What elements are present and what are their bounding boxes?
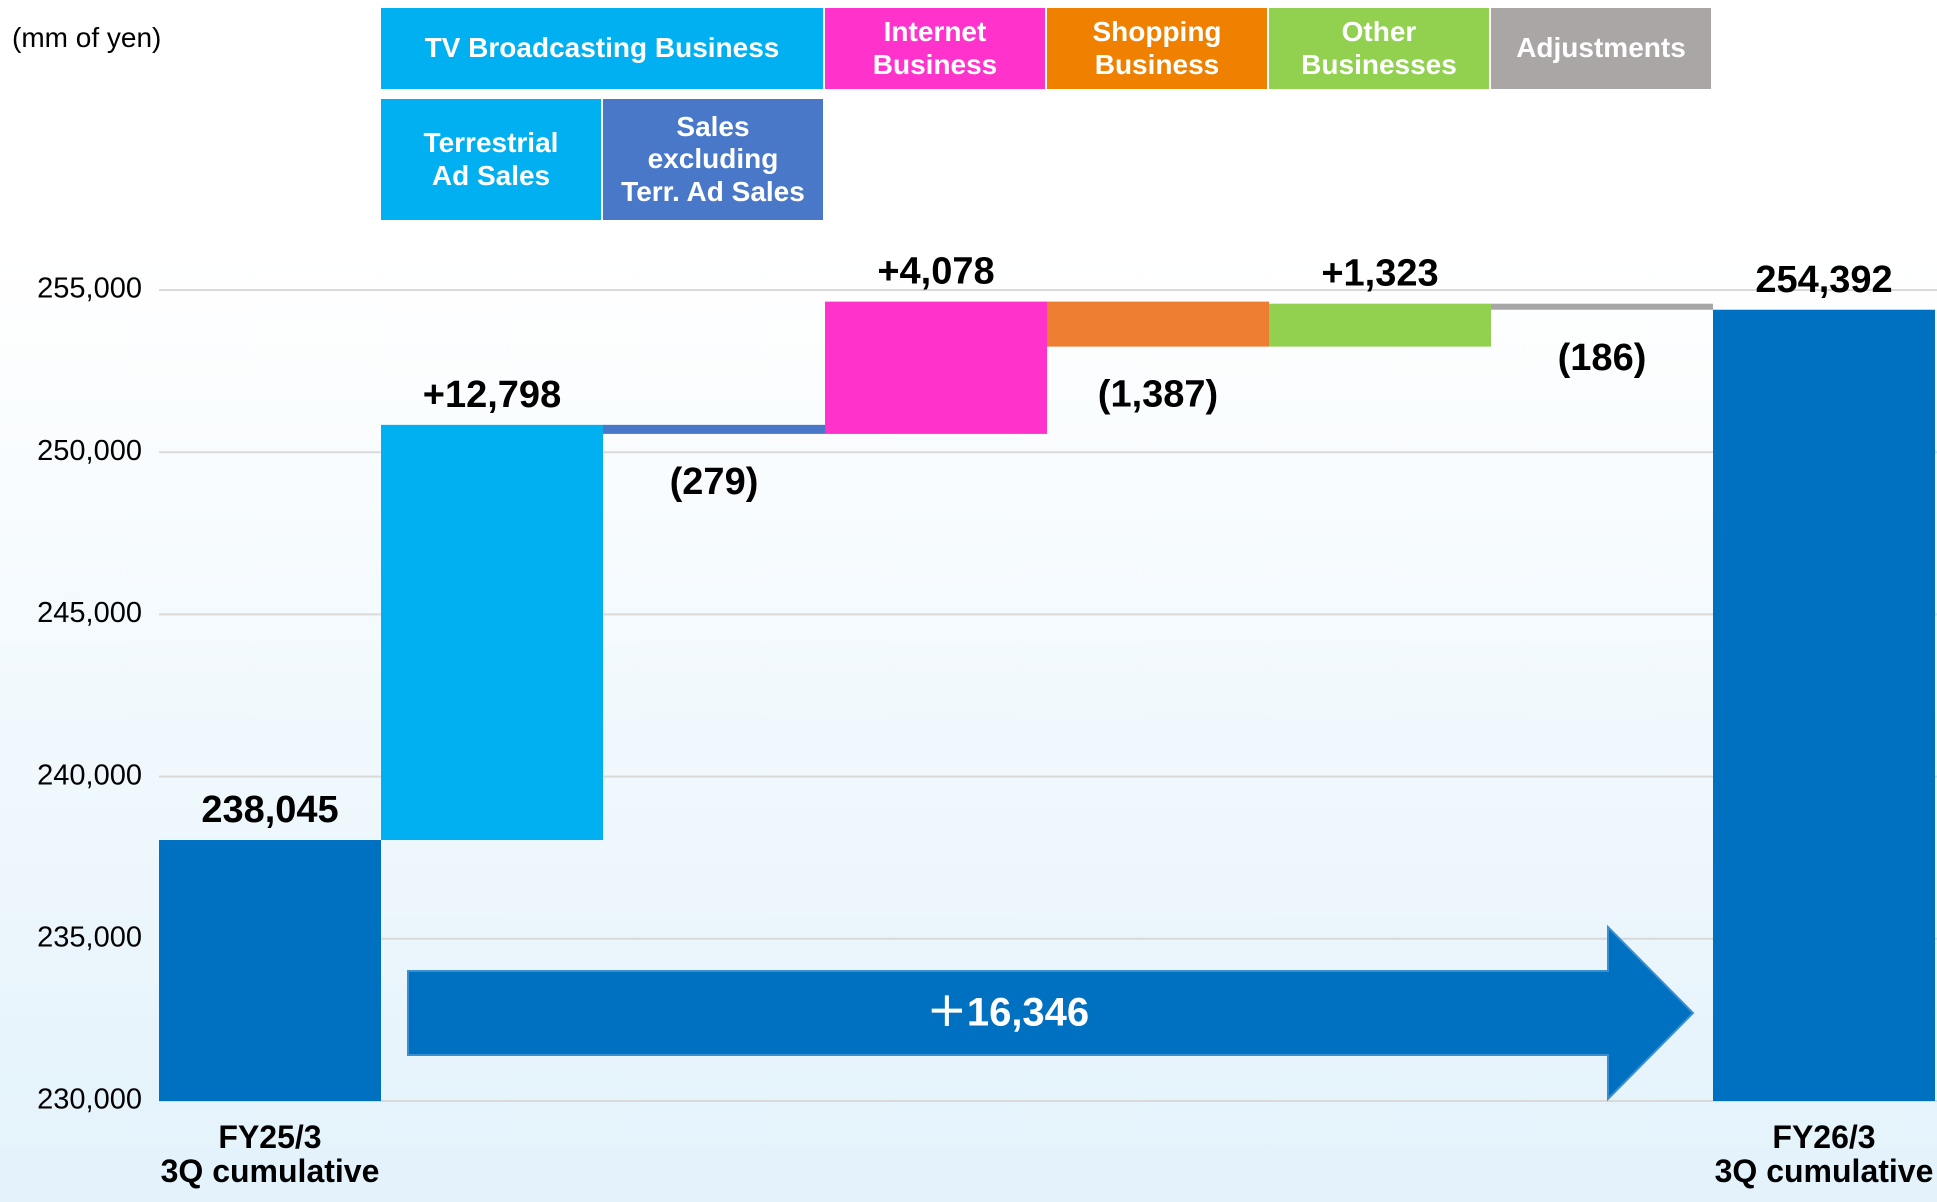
header-box: Sales excluding Terr. Ad Sales [603, 99, 823, 220]
y-tick-label: 245,000 [37, 597, 142, 629]
arrow-label: ＋16,346 [927, 991, 1089, 1035]
unit-label: (mm of yen) [12, 22, 162, 53]
value-label: (186) [1558, 337, 1647, 379]
header-box: Internet Business [825, 8, 1045, 89]
header-box: Adjustments [1491, 8, 1711, 89]
bar [825, 301, 1047, 434]
value-label: +1,323 [1321, 253, 1438, 295]
x-tick-label: FY26/3 3Q cumulative [1714, 1119, 1934, 1189]
total-change-arrow [407, 924, 1695, 1102]
bar [1491, 303, 1713, 310]
value-label: 254,392 [1755, 259, 1892, 301]
header-box: Other Businesses [1269, 8, 1489, 89]
value-label: +12,798 [423, 374, 561, 416]
bar [603, 424, 825, 434]
value-label: (1,387) [1098, 374, 1218, 416]
bar [1713, 309, 1935, 1101]
value-label: (279) [670, 461, 759, 503]
bar [1047, 301, 1269, 347]
value-label: 238,045 [201, 789, 338, 831]
y-tick-label: 240,000 [37, 759, 142, 791]
value-label: +4,078 [877, 251, 994, 293]
header-box: Terrestrial Ad Sales [381, 99, 601, 220]
bar [381, 424, 603, 841]
header-box: Shopping Business [1047, 8, 1267, 89]
header-box: TV Broadcasting Business [381, 8, 823, 89]
x-tick-label: FY25/3 3Q cumulative [160, 1119, 380, 1189]
y-tick-label: 255,000 [37, 273, 142, 305]
bar [1269, 303, 1491, 347]
y-tick-label: 250,000 [37, 435, 142, 467]
bar [159, 840, 381, 1101]
y-tick-label: 230,000 [37, 1084, 142, 1116]
y-tick-label: 235,000 [37, 921, 142, 953]
